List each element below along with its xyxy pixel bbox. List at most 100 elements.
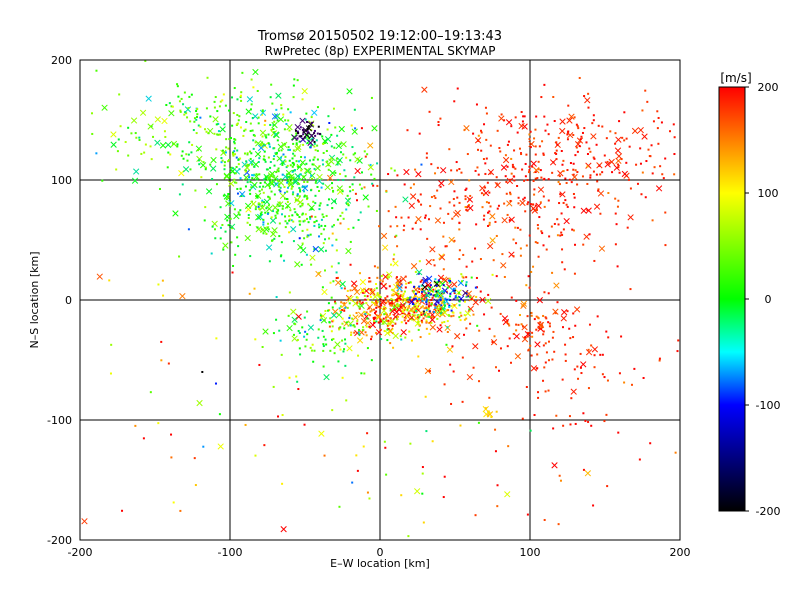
data-point-dot-613 [327,198,330,201]
data-point-dot-673 [271,102,274,105]
data-point-dot-2109 [488,396,491,399]
data-point-dot-200 [272,158,275,161]
data-point-dot-220 [298,183,301,186]
data-point-dot-401 [279,156,282,159]
data-point-dot-1510 [454,296,457,299]
data-point-cross-1155 [295,313,302,320]
data-point-cross-2260 [521,324,528,331]
data-point-dot-1953 [481,206,484,209]
data-point-dot-1626 [653,166,656,169]
data-point-dot-871 [295,132,298,135]
colorbar-unit-label: [m/s] [720,71,751,85]
data-point-dot-1281 [340,309,343,312]
data-point-dot-1396 [450,315,453,318]
data-point-dot-1592 [564,177,567,180]
data-point-dot-2424 [288,376,291,379]
data-point-dot-1089 [379,296,382,299]
data-point-cross-1390 [351,285,358,292]
data-point-dot-688 [335,157,338,160]
data-point-dot-942 [476,324,479,327]
data-point-dot-1656 [583,94,586,97]
data-point-cross-1403 [401,296,408,304]
data-point-dot-1456 [435,303,438,306]
data-point-dot-2341 [331,306,334,309]
data-point-dot-1474 [425,300,428,303]
data-point-dot-1117 [396,283,399,286]
data-point-cross-1261 [425,258,432,266]
data-point-dot-639 [278,201,281,204]
data-point-cross-1858 [403,168,410,176]
data-point-dot-804 [221,99,224,102]
data-point-dot-2451 [157,422,160,425]
data-point-dot-744 [179,109,182,112]
data-point-dot-1162 [411,289,414,292]
data-point-dot-2063 [436,189,439,192]
data-point-dot-181 [266,168,269,171]
data-point-dot-91 [288,231,291,234]
data-point-dot-316 [290,177,293,180]
data-point-dot-825 [276,139,279,142]
data-point-dot-1786 [551,171,554,174]
data-point-dot-936 [491,273,494,276]
chart-title: Tromsø 20150502 19:12:00–19:13:43 [257,29,502,44]
data-point-dot-958 [418,260,421,263]
data-point-dot-2448 [231,271,234,274]
data-point-dot-2391 [340,311,343,314]
data-point-dot-855 [163,130,166,133]
data-point-dot-1372 [387,276,390,279]
data-point-cross-145 [277,143,284,150]
data-point-dot-539 [334,171,337,174]
data-point-dot-2364 [301,326,304,329]
data-point-dot-131 [284,155,287,158]
data-point-dot-1122 [413,311,416,314]
data-point-cross-607 [336,185,343,192]
data-point-dot-2224 [526,315,529,318]
data-point-dot-1229 [378,295,381,298]
data-point-cross-524 [259,109,267,116]
data-point-dot-1491 [474,286,477,289]
data-point-dot-1547 [558,183,561,186]
data-point-dot-282 [181,183,184,186]
data-point-dot-2213 [515,329,518,332]
data-point-dot-113 [304,213,307,216]
y-tick-label-3: 100 [51,174,72,187]
data-point-cross-154 [265,244,273,251]
data-point-dot-1854 [372,184,375,187]
data-point-dot-1282 [381,280,384,283]
data-point-dot-890 [116,150,119,153]
data-point-dot-2197 [607,336,610,339]
data-point-dot-1817 [659,165,662,168]
data-point-dot-169 [332,107,335,110]
data-point-cross-2441 [81,518,88,525]
data-point-dot-752 [236,149,239,152]
data-point-dot-2328 [344,364,347,367]
data-point-dot-1621 [456,169,459,172]
data-point-dot-239 [339,214,342,217]
data-point-dot-1598 [523,196,526,199]
data-point-dot-895 [280,104,283,107]
data-point-dot-1524 [448,299,451,302]
data-point-dot-2348 [319,319,322,322]
data-point-dot-1341 [353,331,356,334]
data-point-dot-2215 [515,323,518,326]
data-point-dot-1170 [401,312,404,315]
data-point-dot-2186 [524,336,527,339]
data-point-dot-1470 [423,290,426,293]
data-point-dot-2379 [338,307,341,310]
data-point-cross-2199 [472,343,479,350]
data-point-dot-2438 [244,423,247,426]
data-point-cross-1876 [487,168,495,176]
data-point-dot-2118 [553,350,556,353]
data-point-dot-2461 [162,294,165,297]
data-point-cross-789 [335,142,342,150]
data-point-cross-663 [272,204,279,211]
data-point-dot-617 [350,124,353,127]
data-point-dot-805 [189,120,192,123]
data-point-dot-1561 [558,175,561,178]
data-point-dot-1743 [576,125,579,128]
data-point-cross-634 [255,214,262,221]
data-point-cross-2495 [414,488,421,495]
data-point-dot-866 [196,108,199,111]
data-point-dot-1998 [387,173,390,176]
data-point-cross-750 [301,88,308,95]
